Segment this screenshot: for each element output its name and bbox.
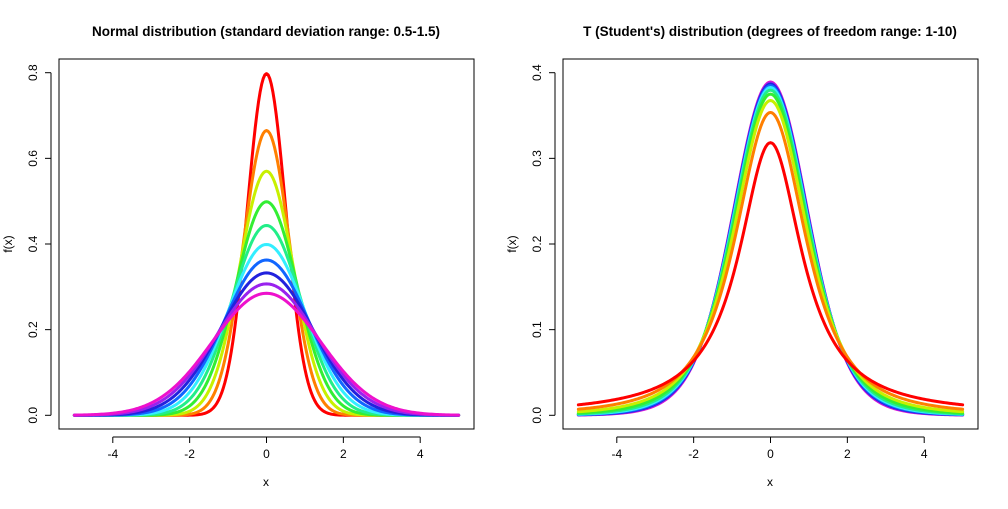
series-line-df-3	[576, 98, 965, 414]
chart-title: T (Student's) distribution (degrees of f…	[583, 24, 957, 39]
normal-distribution-panel: Normal distribution (standard deviation …	[1, 24, 475, 489]
x-tick-label: 4	[417, 447, 424, 461]
x-tick-label: 2	[844, 447, 851, 461]
y-tick-label: 0.2	[530, 235, 544, 252]
series-line-df-10	[576, 80, 965, 417]
series-line-sd-1-2	[72, 271, 461, 417]
y-tick-label: 0.1	[530, 321, 544, 338]
series-line-sd-1	[72, 242, 461, 417]
x-tick-label: 2	[340, 447, 347, 461]
y-tick-label: 0.0	[530, 407, 544, 424]
plot-area	[576, 80, 965, 417]
plot-area	[72, 72, 461, 417]
plot-frame	[562, 58, 979, 430]
plot-frame	[58, 58, 475, 430]
y-tick-label: 0.3	[530, 150, 544, 167]
series-line-df-1	[576, 141, 965, 407]
x-axis-label: x	[767, 475, 773, 489]
y-tick-label: 0.2	[26, 321, 40, 338]
x-axis: -4 -2 0 2 4	[107, 436, 424, 461]
chart-title: Normal distribution (standard deviation …	[92, 24, 440, 39]
x-axis: -4 -2 0 2 4	[611, 436, 928, 461]
series-line-df-9	[576, 81, 965, 417]
x-tick-label: 0	[767, 447, 774, 461]
y-tick-label: 0.8	[26, 64, 40, 81]
y-axis: 0.0 0.1 0.2 0.3 0.4	[530, 64, 556, 424]
series-line-sd-0-9	[72, 223, 461, 417]
t-distribution-panel: T (Student's) distribution (degrees of f…	[505, 24, 979, 489]
x-axis-label: x	[263, 475, 269, 489]
y-tick-label: 0.0	[26, 407, 40, 424]
series-line-df-6	[576, 85, 965, 416]
y-axis-label: f(x)	[505, 235, 519, 252]
x-tick-label: -2	[688, 447, 699, 461]
x-tick-label: -4	[107, 447, 118, 461]
series-line-df-4	[576, 92, 965, 415]
series-line-df-5	[576, 88, 965, 416]
series-line-sd-0-8	[72, 200, 461, 417]
series-line-sd-1-4	[72, 291, 461, 417]
x-tick-label: -4	[611, 447, 622, 461]
x-tick-label: -2	[184, 447, 195, 461]
y-tick-label: 0.4	[26, 235, 40, 252]
x-tick-label: 4	[921, 447, 928, 461]
series-line-sd-1-3	[72, 282, 461, 417]
x-tick-label: 0	[263, 447, 270, 461]
series-line-df-8	[576, 82, 965, 417]
series-line-df-7	[576, 84, 965, 417]
series-line-df-2	[576, 110, 965, 411]
y-axis-label: f(x)	[1, 235, 15, 252]
y-axis: 0.0 0.2 0.4 0.6 0.8	[26, 64, 52, 424]
y-tick-label: 0.4	[530, 64, 544, 81]
y-tick-label: 0.6	[26, 150, 40, 167]
